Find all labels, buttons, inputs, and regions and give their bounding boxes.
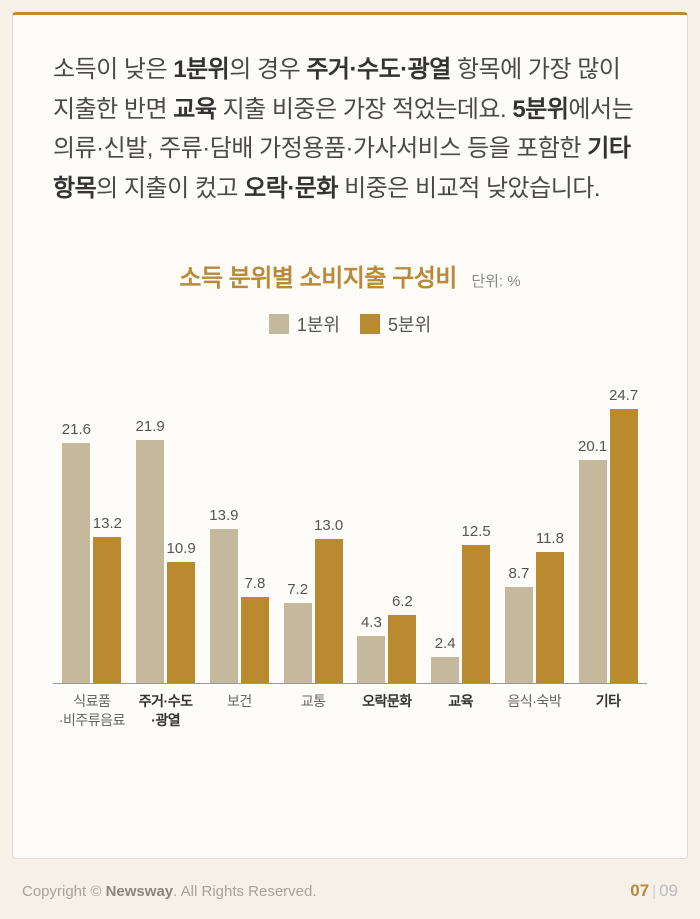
bar-group: 2.412.5: [424, 384, 498, 683]
page-current: 07: [630, 881, 649, 900]
bar: 24.7: [610, 409, 638, 683]
x-label: 주거·수도·광열: [129, 692, 203, 728]
bar-value-label: 8.7: [508, 565, 529, 582]
copyright-pre: Copyright ©: [22, 883, 106, 900]
x-label: 오락문화: [350, 692, 424, 728]
bar-value-label: 12.5: [462, 523, 491, 540]
x-label: 보건: [203, 692, 277, 728]
bar-value-label: 10.9: [167, 540, 196, 557]
chart-legend: 1분위 5분위: [53, 311, 647, 339]
bar-value-label: 7.8: [244, 575, 265, 592]
page-sep: |: [652, 883, 656, 900]
bar: 21.6: [62, 443, 90, 683]
page-footer: Copyright © Newsway. All Rights Reserved…: [0, 871, 700, 919]
intro-paragraph: 소득이 낮은 1분위의 경우 주거·수도·광열 항목에 가장 많이 지출한 반면…: [53, 50, 647, 208]
legend-item: 1분위: [269, 311, 340, 337]
brand-name: Newsway: [106, 883, 174, 900]
bar: 12.5: [462, 545, 490, 684]
bar: 20.1: [579, 460, 607, 683]
bar: 6.2: [388, 615, 416, 684]
legend-item: 5분위: [360, 311, 431, 337]
bar-value-label: 20.1: [578, 438, 607, 455]
bar-value-label: 13.9: [209, 507, 238, 524]
bar-group: 8.711.8: [498, 384, 572, 683]
x-label: 교육: [424, 692, 498, 728]
bar-value-label: 21.9: [136, 418, 165, 435]
bar-value-label: 2.4: [435, 635, 456, 652]
bar-value-label: 21.6: [62, 421, 91, 438]
bar-value-label: 6.2: [392, 593, 413, 610]
x-label: 식료품·비주류음료: [55, 692, 129, 728]
bar-group: 20.124.7: [571, 384, 645, 683]
page-total: 09: [659, 881, 678, 900]
copyright: Copyright © Newsway. All Rights Reserved…: [22, 883, 317, 900]
bar: 7.2: [284, 603, 312, 683]
bar: 13.2: [93, 537, 121, 684]
bar: 2.4: [431, 657, 459, 684]
bar: 13.9: [210, 529, 238, 683]
copyright-post: . All Rights Reserved.: [173, 883, 316, 900]
bar: 8.7: [505, 587, 533, 684]
x-label: 교통: [276, 692, 350, 728]
content-card: 소득이 낮은 1분위의 경우 주거·수도·광열 항목에 가장 많이 지출한 반면…: [12, 12, 688, 859]
legend-swatch: [269, 314, 289, 334]
bar: 10.9: [167, 562, 195, 683]
bar-value-label: 24.7: [609, 387, 638, 404]
x-label: 음식·숙박: [498, 692, 572, 728]
x-axis-labels: 식료품·비주류음료주거·수도·광열보건교통오락문화교육음식·숙박기타: [53, 692, 647, 728]
bar-group: 4.36.2: [350, 384, 424, 683]
bar: 4.3: [357, 636, 385, 684]
bar-group: 21.613.2: [55, 384, 129, 683]
bar: 7.8: [241, 597, 269, 684]
bar-group: 7.213.0: [276, 384, 350, 683]
chart-title: 소득 분위별 소비지출 구성비: [179, 265, 456, 292]
page-indicator: 07|09: [630, 881, 678, 901]
chart-unit: 단위: %: [471, 273, 520, 290]
legend-label: 1분위: [297, 311, 340, 337]
bar-value-label: 13.2: [93, 515, 122, 532]
bar-value-label: 4.3: [361, 614, 382, 631]
bar-value-label: 13.0: [314, 517, 343, 534]
legend-label: 5분위: [388, 311, 431, 337]
bar-value-label: 7.2: [287, 581, 308, 598]
legend-swatch: [360, 314, 380, 334]
bar: 11.8: [536, 552, 564, 683]
bar-group: 13.97.8: [203, 384, 277, 683]
bar: 13.0: [315, 539, 343, 683]
bar: 21.9: [136, 440, 164, 683]
bar-value-label: 11.8: [536, 530, 564, 547]
bar-group: 21.910.9: [129, 384, 203, 683]
chart-title-row: 소득 분위별 소비지출 구성비 단위: %: [53, 258, 647, 293]
bar-chart: 21.613.221.910.913.97.87.213.04.36.22.41…: [53, 384, 647, 684]
x-label: 기타: [571, 692, 645, 728]
